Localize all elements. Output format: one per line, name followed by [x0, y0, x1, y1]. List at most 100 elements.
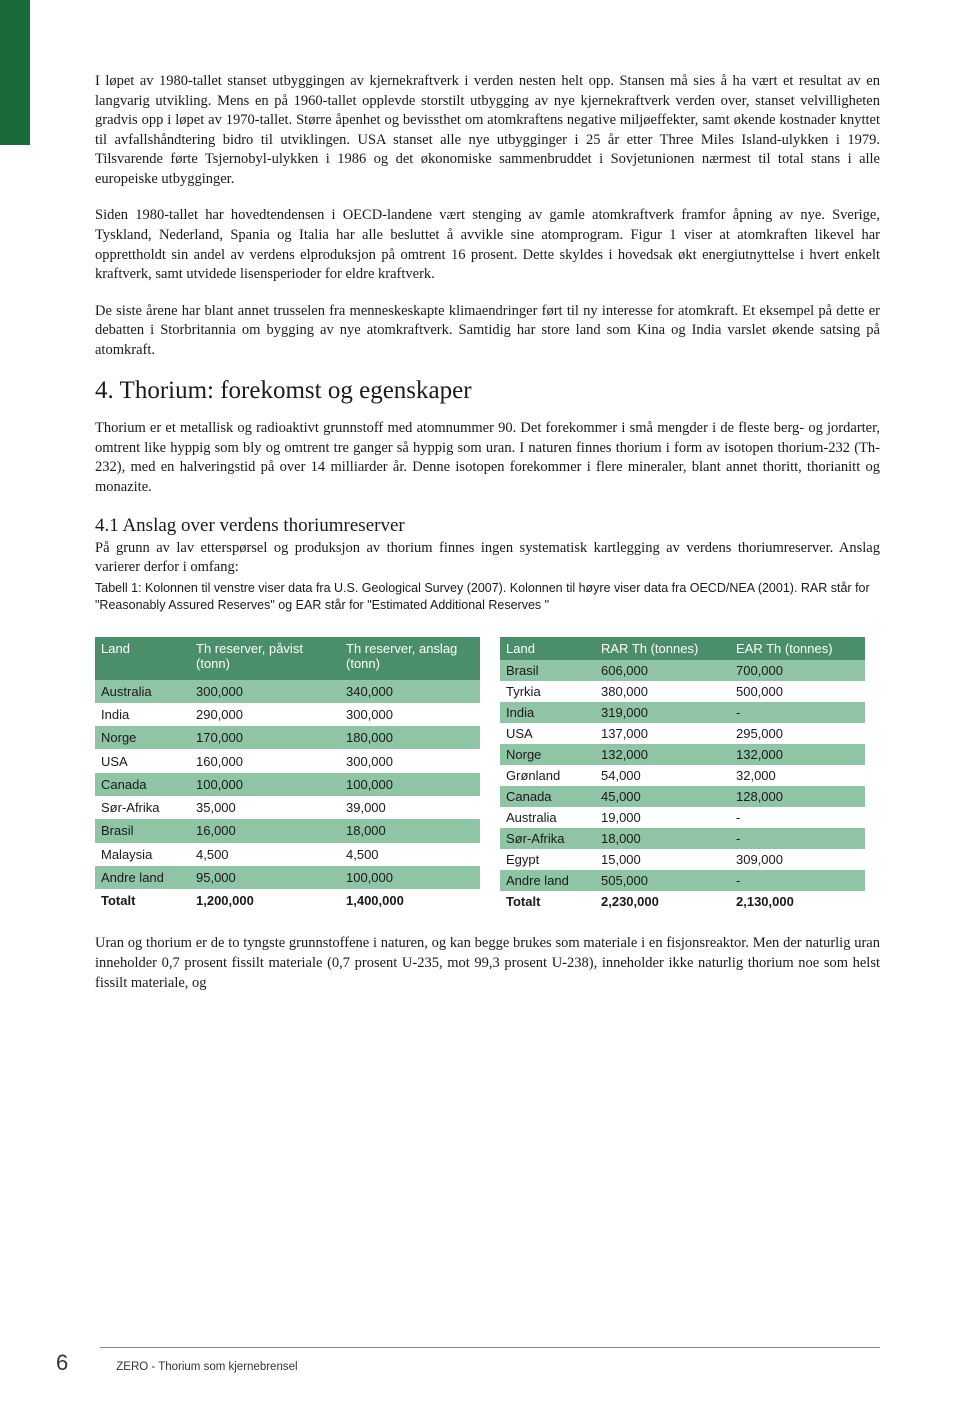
table-cell: 300,000 [340, 749, 480, 772]
table-cell: 700,000 [730, 660, 865, 681]
table-row: Canada100,000100,000 [95, 773, 480, 796]
table-cell: Egypt [500, 849, 595, 870]
table-row: Canada45,000128,000 [500, 786, 865, 807]
table-caption: Tabell 1: Kolonnen til venstre viser dat… [95, 580, 880, 614]
table-cell: - [730, 828, 865, 849]
table-header-cell: Land [500, 637, 595, 660]
table-cell: 2,130,000 [730, 891, 865, 912]
table-row: USA160,000300,000 [95, 749, 480, 772]
table-row: Norge170,000180,000 [95, 726, 480, 749]
table-cell: 309,000 [730, 849, 865, 870]
table-row: Australia300,000340,000 [95, 680, 480, 703]
table-cell: Malaysia [95, 843, 190, 866]
table-cell: Norge [500, 744, 595, 765]
table-cell: India [95, 703, 190, 726]
table-header-cell: EAR Th (tonnes) [730, 637, 865, 660]
table-cell: 137,000 [595, 723, 730, 744]
table-row: Sør-Afrika35,00039,000 [95, 796, 480, 819]
table-cell: Brasil [500, 660, 595, 681]
table-cell: Australia [95, 680, 190, 703]
table-cell: 340,000 [340, 680, 480, 703]
table-cell: - [730, 870, 865, 891]
table-cell: 160,000 [190, 749, 340, 772]
footer-text: ZERO - Thorium som kjernebrensel [116, 1361, 297, 1373]
table-total-row: Totalt2,230,0002,130,000 [500, 891, 865, 912]
table-row: Grønland54,00032,000 [500, 765, 865, 786]
table-cell: 19,000 [595, 807, 730, 828]
body-paragraph: De siste årene har blant annet trusselen… [95, 302, 880, 361]
subsection-heading-4-1: 4.1 Anslag over verdens thoriumreserver [95, 515, 880, 537]
table-cell: 1,400,000 [340, 889, 480, 912]
table-cell: 128,000 [730, 786, 865, 807]
table-cell: Brasil [95, 819, 190, 842]
table-cell: 15,000 [595, 849, 730, 870]
table-cell: 100,000 [340, 773, 480, 796]
table-cell: - [730, 702, 865, 723]
table-cell: 132,000 [730, 744, 865, 765]
body-paragraph: I løpet av 1980-tallet stanset utbygging… [95, 72, 880, 189]
table-cell: 45,000 [595, 786, 730, 807]
table-cell: Andre land [95, 866, 190, 889]
table-row: Brasil606,000700,000 [500, 660, 865, 681]
table-total-row: Totalt1,200,0001,400,000 [95, 889, 480, 912]
body-paragraph: Siden 1980-tallet har hovedtendensen i O… [95, 206, 880, 284]
body-paragraph: Uran og thorium er de to tyngste grunnst… [95, 934, 880, 993]
table-cell: 16,000 [190, 819, 340, 842]
table-row: Malaysia4,5004,500 [95, 843, 480, 866]
table-cell: 18,000 [340, 819, 480, 842]
table-cell: USA [95, 749, 190, 772]
table-cell: 290,000 [190, 703, 340, 726]
table-cell: 39,000 [340, 796, 480, 819]
page-number: 6 [56, 1350, 68, 1376]
table-cell: 170,000 [190, 726, 340, 749]
table-cell: Tyrkia [500, 681, 595, 702]
table-cell: 18,000 [595, 828, 730, 849]
table-cell: 500,000 [730, 681, 865, 702]
table-row: Sør-Afrika18,000- [500, 828, 865, 849]
table-cell: 100,000 [190, 773, 340, 796]
table-row: Andre land505,000- [500, 870, 865, 891]
tables-container: LandTh reserver, påvist (tonn)Th reserve… [95, 637, 880, 912]
table-cell: 300,000 [190, 680, 340, 703]
table-cell: 4,500 [340, 843, 480, 866]
table-cell: 54,000 [595, 765, 730, 786]
table-cell: Totalt [95, 889, 190, 912]
table-cell: Sør-Afrika [500, 828, 595, 849]
table-row: USA137,000295,000 [500, 723, 865, 744]
table-row: India319,000- [500, 702, 865, 723]
table-cell: 32,000 [730, 765, 865, 786]
table-cell: 606,000 [595, 660, 730, 681]
table-row: Brasil16,00018,000 [95, 819, 480, 842]
table-cell: Grønland [500, 765, 595, 786]
thorium-reserves-table-oecd: LandRAR Th (tonnes)EAR Th (tonnes)Brasil… [500, 637, 865, 912]
table-cell: Andre land [500, 870, 595, 891]
table-cell: 100,000 [340, 866, 480, 889]
page-footer: 6 ZERO - Thorium som kjernebrensel [56, 1350, 298, 1376]
table-cell: USA [500, 723, 595, 744]
table-row: Egypt15,000309,000 [500, 849, 865, 870]
table-cell: 2,230,000 [595, 891, 730, 912]
body-paragraph: Thorium er et metallisk og radioaktivt g… [95, 419, 880, 497]
body-paragraph: På grunn av lav etterspørsel og produksj… [95, 539, 880, 578]
table-cell: 319,000 [595, 702, 730, 723]
table-row: India290,000300,000 [95, 703, 480, 726]
table-cell: 180,000 [340, 726, 480, 749]
table-cell: 300,000 [340, 703, 480, 726]
table-row: Norge132,000132,000 [500, 744, 865, 765]
table-header-cell: RAR Th (tonnes) [595, 637, 730, 660]
table-cell: 295,000 [730, 723, 865, 744]
footer-rule [100, 1347, 880, 1348]
table-cell: Canada [95, 773, 190, 796]
table-header-cell: Th reserver, anslag (tonn) [340, 637, 480, 679]
table-cell: 132,000 [595, 744, 730, 765]
table-cell: 380,000 [595, 681, 730, 702]
table-row: Tyrkia380,000500,000 [500, 681, 865, 702]
table-cell: 95,000 [190, 866, 340, 889]
page-content: I løpet av 1980-tallet stanset utbygging… [95, 72, 880, 993]
section-heading-4: 4. Thorium: forekomst og egenskaper [95, 377, 880, 405]
table-header-cell: Land [95, 637, 190, 679]
table-cell: - [730, 807, 865, 828]
table-row: Andre land95,000100,000 [95, 866, 480, 889]
table-header-cell: Th reserver, påvist (tonn) [190, 637, 340, 679]
table-row: Australia19,000- [500, 807, 865, 828]
